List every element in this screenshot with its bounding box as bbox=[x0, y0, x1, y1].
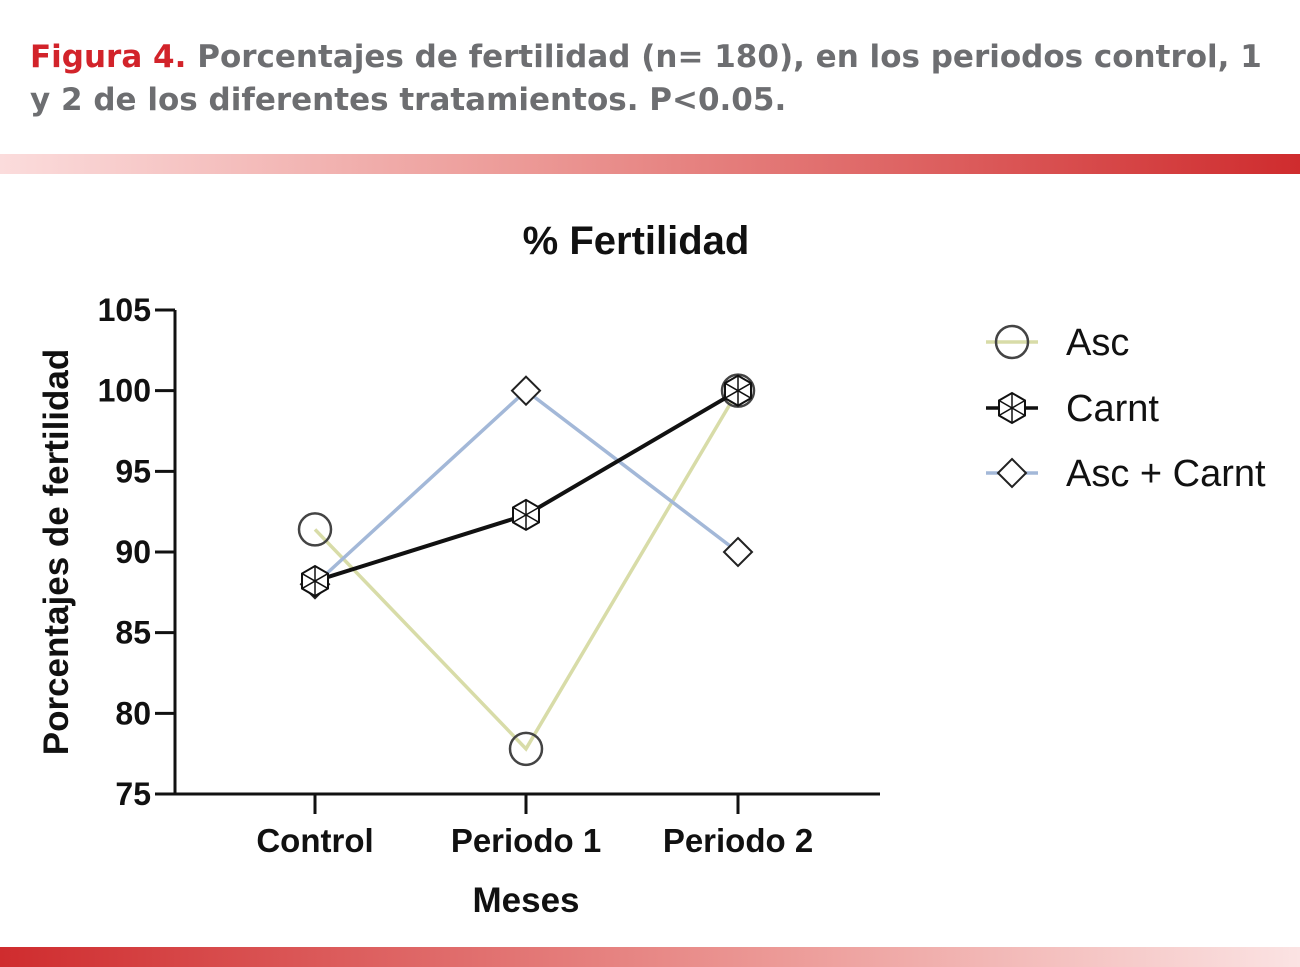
y-tick-label: 100 bbox=[98, 373, 151, 409]
series-line bbox=[313, 389, 740, 752]
y-tick-label: 105 bbox=[98, 292, 151, 328]
chart-title: % Fertilidad bbox=[523, 219, 750, 263]
fertility-chart: % Fertilidad Porcentajes de fertilidad M… bbox=[37, 219, 1266, 920]
axes: 75 80 85 90 95 100 105 Control Periodo 1 Periodo … bbox=[98, 292, 880, 859]
data-point bbox=[722, 536, 754, 568]
data-point bbox=[510, 375, 542, 407]
x-tick-label: Periodo 2 bbox=[663, 822, 813, 859]
data-point bbox=[301, 564, 329, 598]
y-tick-label: 80 bbox=[115, 695, 151, 731]
x-tick-label: Periodo 1 bbox=[451, 822, 601, 859]
data-point bbox=[508, 731, 544, 767]
figure-caption: Figura 4. Porcentajes de fertilidad (n= … bbox=[30, 36, 1270, 122]
legend-item-asc: Asc bbox=[986, 322, 1129, 364]
legend-label: Asc bbox=[1066, 322, 1129, 364]
y-tick-label: 85 bbox=[115, 615, 151, 651]
data-point bbox=[297, 512, 333, 547]
legend-item-asc-carnt: Asc + Carnt bbox=[986, 453, 1266, 495]
data-point bbox=[512, 498, 540, 532]
legend-item-carnt: Carnt bbox=[986, 388, 1159, 430]
top-decorative-bar bbox=[0, 154, 1300, 174]
figure-caption-text: Porcentajes de fertilidad (n= 180), en l… bbox=[30, 39, 1262, 118]
y-axis-label: Porcentajes de fertilidad bbox=[37, 349, 76, 756]
y-tick-label: 90 bbox=[115, 534, 151, 570]
figure-label: Figura 4. bbox=[30, 39, 187, 75]
x-tick-label: Control bbox=[256, 822, 373, 859]
series-carnt bbox=[301, 374, 752, 598]
y-tick-label: 95 bbox=[115, 453, 151, 489]
x-axis-label: Meses bbox=[472, 881, 579, 920]
series-asc bbox=[297, 373, 756, 767]
bottom-decorative-bar bbox=[0, 947, 1300, 967]
series-line bbox=[313, 388, 740, 586]
legend-label: Asc + Carnt bbox=[1066, 453, 1266, 495]
legend-marker bbox=[998, 391, 1026, 425]
legend-label: Carnt bbox=[1066, 388, 1159, 430]
legend-marker bbox=[996, 457, 1028, 489]
legend: Asc Carnt Asc + Carnt bbox=[986, 322, 1266, 495]
y-tick-label: 75 bbox=[115, 776, 151, 812]
data-point bbox=[724, 374, 752, 407]
series-line bbox=[314, 388, 740, 583]
series-layer bbox=[297, 373, 756, 767]
legend-marker bbox=[994, 324, 1030, 360]
